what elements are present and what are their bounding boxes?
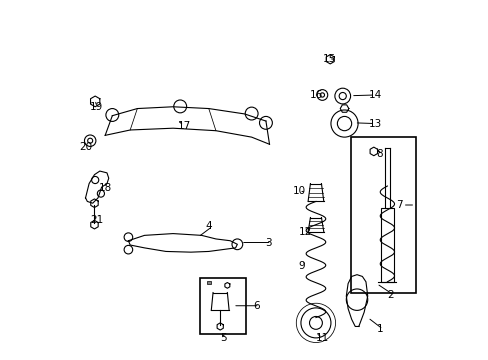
Text: 13: 13 [368, 118, 381, 129]
Text: 1: 1 [376, 324, 383, 334]
Text: 19: 19 [90, 102, 103, 112]
Text: 8: 8 [375, 149, 382, 159]
Text: 9: 9 [298, 261, 305, 271]
Text: 12: 12 [298, 227, 311, 237]
Text: 21: 21 [90, 215, 103, 225]
Text: 3: 3 [264, 238, 271, 248]
Text: 5: 5 [220, 333, 226, 343]
Text: 11: 11 [315, 333, 328, 343]
Text: 15: 15 [322, 54, 335, 64]
Text: 16: 16 [309, 90, 323, 100]
Text: 17: 17 [177, 121, 190, 131]
Text: 2: 2 [386, 290, 393, 300]
Text: 4: 4 [205, 221, 212, 231]
Text: 10: 10 [292, 186, 305, 197]
Bar [380, 208, 393, 282]
Bar [206, 282, 210, 284]
Bar [200, 278, 246, 334]
Bar [350, 137, 415, 293]
Text: 18: 18 [99, 183, 112, 193]
Text: 14: 14 [368, 90, 381, 100]
Text: 6: 6 [253, 301, 260, 311]
Text: 7: 7 [395, 200, 402, 210]
Text: 20: 20 [80, 142, 92, 152]
